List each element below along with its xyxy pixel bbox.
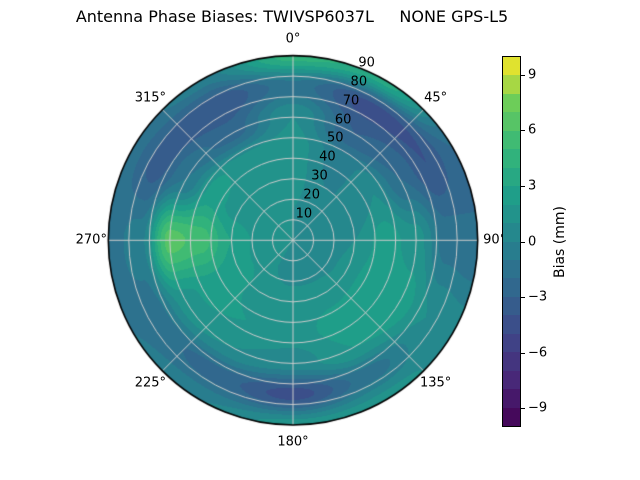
colorbar-segment — [503, 333, 520, 353]
colorbar-segment — [503, 259, 520, 279]
colorbar-tick-label: 0 — [528, 234, 537, 249]
r-tick-label-50: 50 — [326, 130, 344, 146]
theta-tick-label-315: 315° — [134, 90, 167, 106]
colorbar-segment — [503, 370, 520, 390]
colorbar-tick — [521, 185, 525, 187]
colorbar-segment — [503, 112, 520, 131]
colorbar-tick-label: −3 — [528, 289, 548, 305]
colorbar-segment — [503, 57, 520, 76]
colorbar-tick — [521, 130, 525, 132]
theta-tick-label-135: 135° — [419, 375, 452, 391]
r-tick-label-10: 10 — [295, 206, 313, 222]
colorbar-segment — [503, 204, 520, 224]
r-tick-label-70: 70 — [342, 93, 360, 109]
r-tick-label-30: 30 — [311, 168, 328, 184]
colorbar-segment — [503, 223, 520, 242]
colorbar — [502, 56, 521, 427]
colorbar-segment — [503, 352, 520, 371]
colorbar-tick-label: 3 — [528, 178, 537, 194]
colorbar-segment — [503, 75, 520, 94]
colorbar-tick — [521, 297, 525, 299]
colorbar-segment — [503, 278, 520, 297]
colorbar-tick-label: 6 — [528, 122, 537, 138]
colorbar-tick — [521, 241, 525, 243]
colorbar-segment — [503, 130, 520, 150]
colorbar-segment — [503, 315, 520, 334]
colorbar-axis-label: Bias (mm) — [552, 205, 568, 279]
theta-tick-label-90: 90° — [483, 232, 507, 248]
r-tick-label-20: 20 — [303, 187, 320, 203]
colorbar-segment — [503, 186, 520, 205]
colorbar-tick — [521, 352, 525, 354]
colorbar-tick-label: −6 — [528, 345, 548, 361]
colorbar-segment — [503, 167, 520, 187]
r-tick-label-60: 60 — [334, 112, 352, 128]
theta-tick-label-225: 225° — [134, 375, 167, 391]
colorbar-tick-label: 9 — [528, 67, 537, 83]
colorbar-tick-label: −9 — [528, 400, 548, 416]
colorbar-segment — [503, 296, 520, 316]
r-tick-label-40: 40 — [319, 149, 336, 165]
colorbar-segment — [503, 93, 520, 113]
colorbar-segment — [503, 389, 520, 408]
r-tick-label-80: 80 — [350, 74, 368, 90]
colorbar-segment — [503, 407, 520, 427]
r-tick-label-90: 90 — [358, 55, 375, 71]
colorbar-tick — [521, 74, 525, 76]
theta-tick-label-270: 270° — [75, 232, 107, 248]
chart-title: Antenna Phase Biases: TWIVSP6037L NONE G… — [75, 7, 509, 26]
colorbar-segment — [503, 241, 520, 260]
theta-tick-label-0: 0° — [285, 31, 301, 47]
colorbar-segment — [503, 149, 520, 168]
theta-tick-label-180: 180° — [277, 434, 309, 450]
theta-tick-label-45: 45° — [424, 90, 448, 106]
colorbar-tick — [521, 408, 525, 410]
